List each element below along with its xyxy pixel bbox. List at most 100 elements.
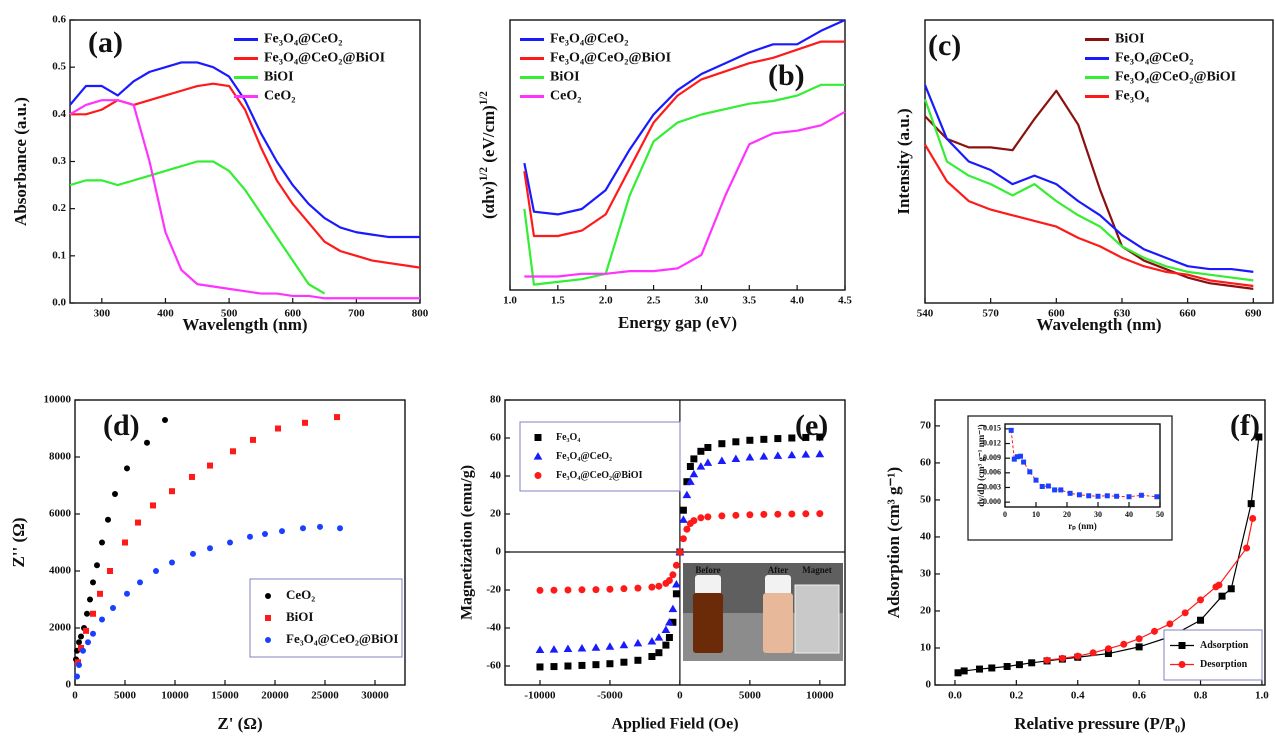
data-point <box>1135 643 1143 651</box>
data-point <box>1021 459 1027 465</box>
y-tick-label: 0.015 <box>983 424 1001 433</box>
data-point <box>1095 493 1101 499</box>
x-tick-label: 660 <box>1179 308 1196 320</box>
data-point <box>1104 650 1112 658</box>
data-point <box>536 586 544 594</box>
data-point <box>207 462 213 469</box>
y-tick-label: -20 <box>486 584 501 596</box>
data-point <box>99 539 105 546</box>
y-tick-label: 10000 <box>44 394 72 406</box>
data-point <box>1058 654 1066 662</box>
y-tick-label: 20 <box>490 508 502 520</box>
series-line <box>524 110 846 278</box>
data-point <box>76 639 82 646</box>
data-point <box>1181 609 1189 617</box>
x-axis-label: Applied Field (Oe) <box>611 716 738 733</box>
data-point <box>189 473 195 480</box>
data-point <box>655 582 663 590</box>
panel-title: (a) <box>88 26 123 59</box>
data-point <box>90 579 96 586</box>
data-point <box>78 644 84 651</box>
data-point <box>250 436 256 443</box>
data-point <box>94 562 100 569</box>
y-tick-label: 0.6 <box>52 14 66 26</box>
legend-label: Fe₃O₄@CeO₂@BiOI <box>286 631 398 646</box>
legend-label: Adsorption <box>1200 640 1249 651</box>
legend-frame <box>519 421 681 492</box>
data-point <box>802 433 810 441</box>
data-point <box>1135 635 1143 643</box>
data-point <box>697 514 705 522</box>
data-point <box>1067 490 1073 496</box>
data-point <box>247 533 253 540</box>
x-tick-label: 600 <box>1048 308 1065 320</box>
data-point <box>672 590 680 598</box>
data-point <box>760 435 768 443</box>
panel-title: (d) <box>103 409 140 442</box>
y-tick-label: 50 <box>920 493 932 505</box>
y-axis-label: Adsorption (cm³ g⁻¹) <box>884 467 903 618</box>
inset-frame <box>967 415 1173 541</box>
y-axis-label-part: (αhν) <box>479 181 498 219</box>
data-point <box>144 439 150 446</box>
data-point <box>732 511 740 519</box>
x-axis-label: Energy gap (eV) <box>618 313 737 332</box>
y-tick-label: 6000 <box>49 508 72 520</box>
data-point <box>686 477 695 485</box>
y-axis-label: Magnetization (emu/g) <box>459 465 476 620</box>
data-point <box>815 449 825 458</box>
x-tick-label: 0.2 <box>1009 690 1023 702</box>
y-tick-label: 20 <box>920 605 932 617</box>
data-point <box>665 617 674 626</box>
data-point <box>679 506 687 514</box>
data-point <box>718 440 726 448</box>
data-point <box>668 604 678 613</box>
data-point <box>275 425 281 432</box>
data-point <box>605 642 615 650</box>
plot-frame <box>74 399 406 686</box>
data-point <box>801 450 811 458</box>
data-point <box>1003 662 1011 670</box>
data-point <box>606 660 614 668</box>
series-line <box>69 99 420 300</box>
data-point <box>665 577 673 584</box>
data-point <box>1015 661 1023 669</box>
data-point <box>1052 487 1058 493</box>
data-point <box>648 653 656 660</box>
vial <box>763 593 793 653</box>
x-tick-label: 15000 <box>211 690 239 702</box>
data-point <box>676 548 684 556</box>
series-line <box>69 160 326 295</box>
x-tick-label: 700 <box>348 308 365 320</box>
data-point <box>654 633 664 641</box>
x-tick-label: 5000 <box>739 690 762 702</box>
data-point <box>1018 453 1023 459</box>
legend-label: BiOI <box>550 70 580 85</box>
data-point <box>745 453 755 461</box>
x-tick-label: 25000 <box>311 690 339 702</box>
data-point <box>690 455 698 463</box>
data-point <box>107 568 113 574</box>
x-tick-label: 10000 <box>161 690 189 702</box>
y-tick-label: 0 <box>66 679 72 691</box>
series-line <box>69 61 420 239</box>
data-point <box>1045 483 1051 489</box>
y-tick-label: 70 <box>920 419 932 431</box>
data-point <box>563 644 573 653</box>
data-point <box>90 630 96 637</box>
data-point <box>1089 649 1097 657</box>
data-point <box>317 523 323 530</box>
data-point <box>124 590 130 597</box>
data-point <box>78 633 84 640</box>
data-point <box>137 579 143 586</box>
data-point <box>669 571 677 579</box>
data-point <box>99 616 105 623</box>
y-tick-label: 40 <box>920 530 932 542</box>
legend-frame <box>249 578 403 658</box>
data-point <box>689 469 699 478</box>
data-point <box>620 585 628 593</box>
y-tick-label: 30 <box>920 567 932 579</box>
data-point <box>74 673 80 680</box>
data-point <box>262 530 268 537</box>
data-point <box>591 643 601 651</box>
